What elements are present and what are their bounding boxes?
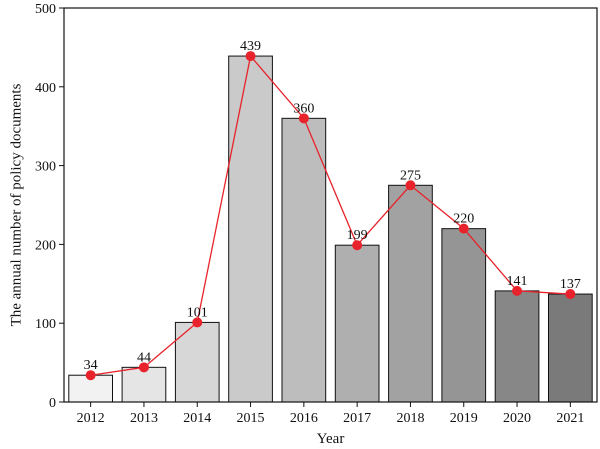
data-label-2018: 275 bbox=[400, 168, 421, 183]
marker-2013 bbox=[138, 362, 149, 373]
x-tick-label-2013: 2013 bbox=[130, 411, 158, 426]
bar-2018 bbox=[388, 184, 433, 403]
data-label-2020: 141 bbox=[507, 274, 528, 289]
trend-line bbox=[90, 54, 571, 376]
x-tick-label-2018: 2018 bbox=[396, 411, 424, 426]
data-label-2019: 220 bbox=[453, 212, 474, 227]
bar-2021 bbox=[547, 293, 593, 403]
data-label-2012: 34 bbox=[84, 358, 98, 373]
data-label-2017: 199 bbox=[347, 228, 368, 243]
data-label-2013: 44 bbox=[137, 350, 151, 365]
x-axis-ticks: 2012 2013 2014 2015 2016 2017 2018 2019 2020 2021 bbox=[77, 402, 584, 426]
data-label-2021: 137 bbox=[560, 277, 581, 292]
x-tick-label-2019: 2019 bbox=[450, 411, 478, 426]
bar-2017 bbox=[334, 244, 380, 403]
x-tick-label-2017: 2017 bbox=[343, 411, 371, 426]
data-label-2014: 101 bbox=[187, 305, 208, 320]
data-label-2016: 360 bbox=[293, 101, 314, 116]
marker-2018 bbox=[405, 180, 416, 191]
marker-2015 bbox=[245, 51, 256, 62]
y-tick-label-100: 100 bbox=[35, 317, 56, 332]
x-tick-label-2014: 2014 bbox=[183, 411, 211, 426]
marker-2019 bbox=[458, 223, 469, 234]
y-tick-label-0: 0 bbox=[49, 396, 56, 411]
x-tick-label-2012: 2012 bbox=[77, 411, 105, 426]
y-axis-ticks: 0 100 200 300 400 500 bbox=[35, 2, 64, 411]
x-tick-label-2021: 2021 bbox=[556, 411, 584, 426]
marker-2012 bbox=[85, 370, 96, 381]
bar-2015 bbox=[228, 55, 273, 403]
marker-2016 bbox=[298, 113, 309, 124]
plot-frame bbox=[63, 7, 598, 403]
y-tick-label-400: 400 bbox=[35, 81, 56, 96]
marker-2017 bbox=[352, 240, 363, 251]
y-tick-label-300: 300 bbox=[35, 160, 56, 175]
marker-2021 bbox=[565, 289, 576, 300]
bars-group bbox=[68, 55, 593, 403]
data-labels-group: 34 44 101 439 360 199 275 220 141 137 bbox=[84, 39, 581, 373]
marker-2014 bbox=[192, 317, 203, 328]
y-tick-label-200: 200 bbox=[35, 238, 56, 253]
data-label-2015: 439 bbox=[240, 39, 261, 54]
bar-2016 bbox=[281, 117, 327, 403]
bar-2014 bbox=[174, 321, 220, 403]
x-axis-title: Year bbox=[317, 431, 345, 447]
x-tick-label-2020: 2020 bbox=[503, 411, 531, 426]
bar-2013 bbox=[121, 366, 167, 403]
bar-2019 bbox=[441, 228, 487, 403]
y-axis-title: The annual number of policy documents bbox=[8, 83, 24, 326]
y-tick-label-500: 500 bbox=[35, 2, 56, 17]
bar-2020 bbox=[494, 290, 540, 403]
line-overlay bbox=[85, 51, 576, 381]
x-tick-label-2016: 2016 bbox=[290, 411, 318, 426]
x-tick-label-2015: 2015 bbox=[237, 411, 265, 426]
marker-2020 bbox=[512, 285, 523, 296]
